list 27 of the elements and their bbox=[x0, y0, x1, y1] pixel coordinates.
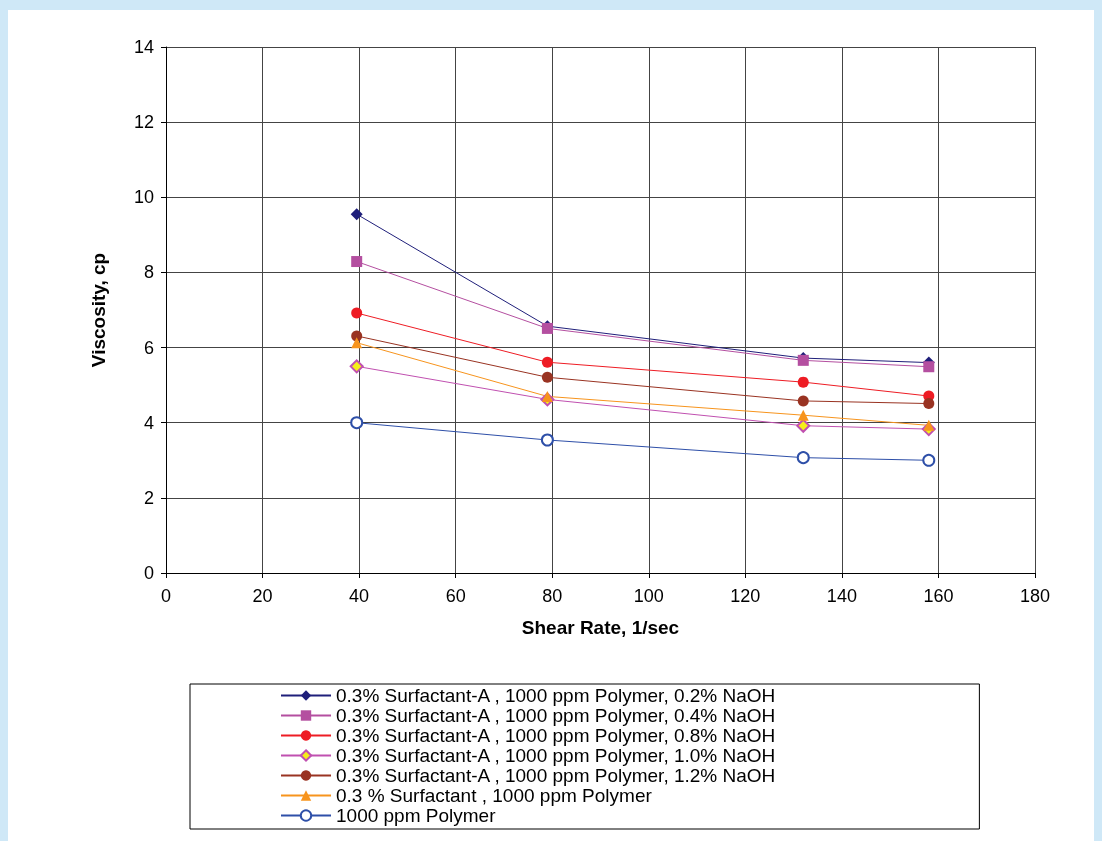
x-tick-label: 0 bbox=[160, 586, 172, 606]
x-tick-label: 180 bbox=[1019, 586, 1051, 606]
x-axis-title: Shear Rate, 1/sec bbox=[521, 617, 680, 638]
x-tick-label: 80 bbox=[542, 586, 563, 606]
y-tick-label: 0 bbox=[143, 563, 154, 583]
x-tick-label: 60 bbox=[445, 586, 466, 606]
y-tick-label: 8 bbox=[143, 262, 154, 283]
legend-label: 0.3% Surfactant-A , 1000 ppm Polymer, 1.2% NaOH bbox=[336, 765, 776, 786]
y-tick-label: 12 bbox=[133, 112, 154, 133]
legend-label: 1000 ppm Polymer bbox=[336, 805, 497, 826]
x-tick-label: 140 bbox=[826, 586, 857, 606]
x-tick-label: 160 bbox=[923, 586, 954, 606]
y-tick-label: 4 bbox=[143, 412, 154, 433]
y-tick-label: 14 bbox=[133, 37, 154, 57]
x-tick-label: 40 bbox=[349, 586, 370, 606]
legend-label: 0.3% Surfactant-A , 1000 ppm Polymer, 1.0% NaOH bbox=[336, 745, 776, 766]
y-tick-label: 2 bbox=[143, 487, 154, 508]
x-tick-label: 120 bbox=[730, 586, 761, 606]
legend-label: 0.3% Surfactant-A , 1000 ppm Polymer, 0.8% NaOH bbox=[336, 725, 776, 746]
x-tick-label: 100 bbox=[633, 586, 664, 606]
y-axis-title: Viscosity, cp bbox=[88, 252, 109, 368]
y-tick-label: 6 bbox=[143, 337, 154, 358]
legend-label: 0.3% Surfactant-A , 1000 ppm Polymer, 0.4% NaOH bbox=[336, 705, 776, 726]
legend-label: 0.3% Surfactant-A , 1000 ppm Polymer, 0.2% NaOH bbox=[336, 685, 776, 706]
legend-label: 0.3 % Surfactant , 1000 ppm Polymer bbox=[336, 785, 653, 806]
x-tick-label: 20 bbox=[252, 586, 273, 606]
y-tick-label: 10 bbox=[133, 187, 154, 208]
